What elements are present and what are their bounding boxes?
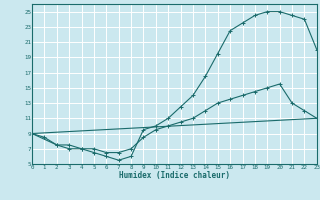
X-axis label: Humidex (Indice chaleur): Humidex (Indice chaleur) (119, 171, 230, 180)
